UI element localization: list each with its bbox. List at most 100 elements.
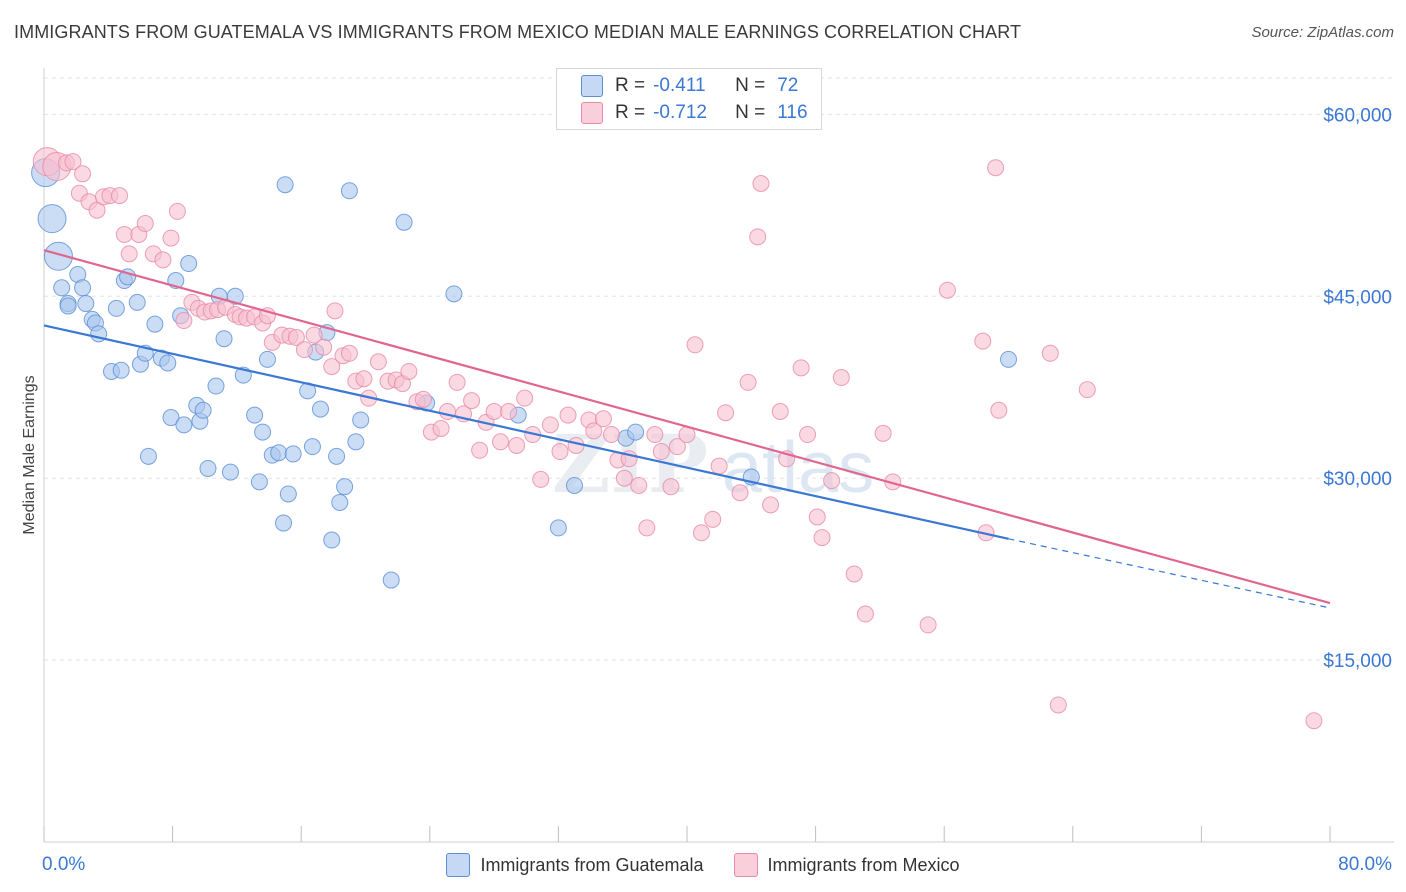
mexico-point — [414, 390, 432, 408]
guatemala-point — [175, 416, 193, 434]
legend: Immigrants from Guatemala Immigrants fro… — [0, 852, 1406, 878]
mexico-point — [808, 508, 826, 526]
mexico-point — [662, 478, 680, 496]
mexico-point — [120, 245, 138, 263]
mexico-point — [731, 484, 749, 502]
mexico-point — [692, 524, 710, 542]
mexico-point — [1078, 381, 1096, 399]
guatemala-point — [59, 297, 77, 315]
mexico-point — [305, 326, 323, 344]
mexico-point — [136, 215, 154, 233]
guatemala-point — [395, 213, 413, 231]
guatemala-point — [180, 255, 198, 273]
mexico-point — [704, 510, 722, 528]
x-tick-label: 80.0% — [1338, 854, 1392, 875]
guatemala-point — [336, 478, 354, 496]
guatemala-point — [112, 361, 130, 379]
guatemala-point — [311, 400, 329, 418]
trend-lines — [43, 249, 1331, 609]
guatemala-point — [279, 485, 297, 503]
guatemala-point — [258, 350, 276, 368]
mexico-point — [295, 341, 313, 359]
y-tick-label: $15,000 — [1323, 651, 1392, 672]
guatemala-point — [159, 354, 177, 372]
stats-box: R = -0.411 N = 72 R = -0.712 N = 116 — [556, 68, 822, 130]
stats-row-guatemala: R = -0.411 N = 72 — [581, 75, 798, 97]
n-label: N = — [735, 75, 766, 96]
guatemala-point — [565, 476, 583, 494]
mexico-point — [1305, 712, 1323, 730]
guatemala-point — [323, 531, 341, 549]
n-label: N = — [735, 102, 766, 123]
mexico-point — [340, 344, 358, 362]
legend-item-guatemala[interactable]: Immigrants from Guatemala — [446, 852, 704, 878]
mexico-point — [974, 332, 992, 350]
mexico-swatch — [581, 102, 603, 124]
mexico-point — [990, 401, 1008, 419]
guatemala-point — [382, 571, 400, 589]
guatemala-point — [340, 182, 358, 200]
mexico-point — [874, 424, 892, 442]
mexico-point — [771, 402, 789, 420]
r-label: R = — [615, 75, 646, 96]
mexico-point — [154, 251, 172, 269]
data-points — [31, 147, 1323, 730]
n-value-mexico: 116 — [777, 102, 808, 123]
source-label: Source: ZipAtlas.com — [1251, 24, 1394, 41]
mexico-point — [326, 302, 344, 320]
mexico-point — [832, 369, 850, 387]
mexico-point — [162, 229, 180, 247]
guatemala-point — [352, 411, 370, 429]
guatemala-point — [37, 204, 67, 234]
mexico-point — [792, 359, 810, 377]
mexico-point — [987, 159, 1005, 177]
tick-labels: $15,000 $30,000 $45,000 $60,000 0.0% 80.0% — [42, 105, 1392, 875]
guatemala-point — [107, 299, 125, 317]
r-value-mexico: -0.712 — [653, 102, 707, 123]
mexico-point — [762, 496, 780, 514]
legend-swatch-mexico — [733, 853, 758, 877]
guatemala-point — [226, 287, 244, 305]
guatemala-point — [275, 514, 293, 532]
mexico-point — [551, 443, 569, 461]
mexico-point — [630, 476, 648, 494]
guatemala-point — [303, 438, 321, 456]
guatemala-point — [284, 445, 302, 463]
mexico-point — [541, 416, 559, 434]
mexico-point — [175, 312, 193, 330]
mexico-point — [938, 281, 956, 299]
guatemala-point — [207, 377, 225, 395]
mexico-point — [710, 457, 728, 475]
mexico-point — [485, 402, 503, 420]
mexico-point — [532, 470, 550, 488]
legend-label-mexico: Immigrants from Mexico — [767, 854, 960, 875]
mexico-point — [559, 406, 577, 424]
mexico-point — [686, 336, 704, 354]
mexico-point — [74, 165, 92, 183]
guatemala-point — [53, 279, 71, 297]
guatemala-point — [347, 433, 365, 451]
guatemala-point — [331, 493, 349, 511]
mexico-point — [646, 426, 664, 444]
guatemala-point — [549, 519, 567, 537]
mexico-point — [448, 373, 466, 391]
legend-item-mexico[interactable]: Immigrants from Mexico — [733, 852, 960, 878]
guatemala-point — [1000, 350, 1017, 368]
mexico-point — [668, 438, 686, 456]
mexico-point — [287, 329, 305, 347]
guatemala-point — [276, 176, 294, 194]
guatemala-point — [445, 285, 463, 303]
guatemala-point — [254, 423, 272, 441]
guatemala-point — [139, 447, 157, 465]
mexico-point — [432, 419, 450, 437]
guatemala-trend-line — [43, 324, 1009, 540]
guatemala-point — [246, 406, 264, 424]
guatemala-point — [199, 459, 217, 477]
mexico-trend-line — [43, 249, 1331, 605]
mexico-point — [652, 443, 670, 461]
mexico-point — [799, 426, 817, 444]
guatemala-point — [43, 241, 73, 271]
mexico-point — [168, 202, 186, 220]
guatemala-point — [270, 444, 288, 462]
